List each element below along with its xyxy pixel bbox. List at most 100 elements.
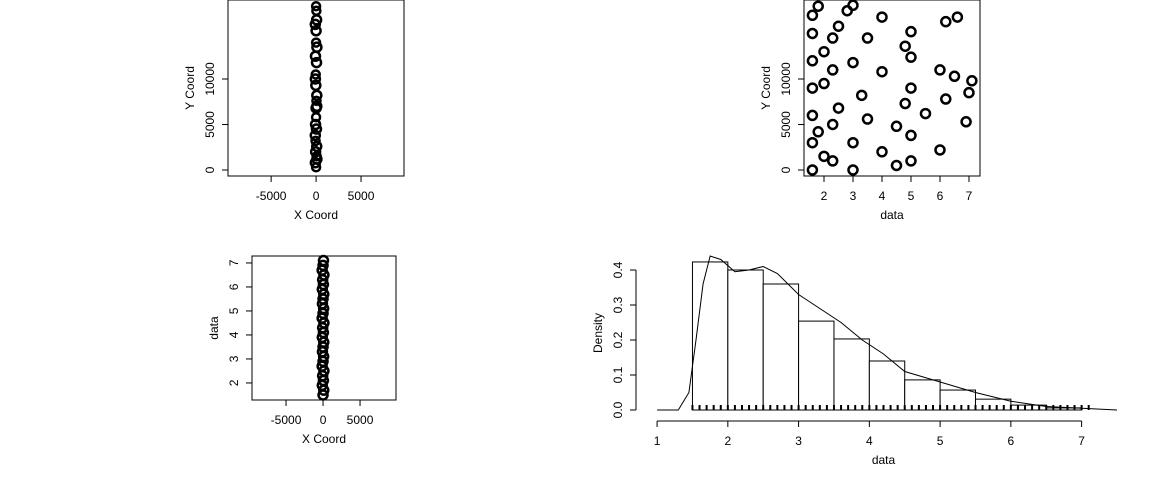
point [905,51,917,63]
x-axis-label: X Coord [302,432,346,446]
point [832,102,845,114]
y-axis-label: Density [591,313,605,353]
x-tick-label: 3 [795,434,802,448]
point [309,73,322,85]
y-tick-label: 5 [227,307,241,314]
x-tick-label: 4 [879,189,886,203]
point [826,118,839,131]
point [940,93,952,105]
point [899,97,911,110]
x-tick-label: 5000 [347,413,374,427]
y-tick-label: 0 [779,166,793,173]
point [310,25,322,37]
point [818,45,830,58]
y-tick-label: 0.4 [611,261,625,278]
point [847,136,859,149]
x-tick-label: 4 [866,434,873,448]
point [832,20,845,32]
point [309,129,322,142]
bar [974,398,1012,411]
y-tick-label: 6 [227,283,241,290]
point [309,118,322,131]
y-tick-label: 0.0 [611,401,625,418]
density-line [657,255,1118,411]
y-tick-label: 5000 [779,111,793,138]
point [806,164,819,176]
x-tick-label: 2 [724,434,731,448]
x-tick-label: 0 [313,189,320,203]
point [812,126,824,138]
point [310,0,322,12]
point [317,259,329,272]
x-tick-label: 5000 [348,189,375,203]
x-tick-label: 5 [908,189,915,203]
point [934,64,946,76]
x-tick-label: 2 [821,189,828,203]
bar [798,320,835,411]
point [310,123,323,135]
point [826,155,839,167]
point [826,32,839,44]
x-axis-label: data [880,208,904,222]
y-tick-label: 10000 [203,62,217,96]
point [310,69,321,80]
point [812,0,824,12]
y-tick-label: 10000 [779,62,793,96]
point [847,164,859,176]
point [963,86,975,99]
point [861,113,874,125]
bar [868,360,906,411]
point [905,82,917,94]
point [818,77,830,90]
point [876,146,888,158]
point [855,89,868,102]
point [905,25,917,38]
point [806,136,819,149]
point [948,70,961,83]
point [806,109,819,122]
y-axis-label: Y Coord [759,66,773,110]
point [876,11,888,23]
point [890,159,903,172]
x-tick-label: 3 [850,189,857,203]
y-tick-label: 7 [227,259,241,266]
point [905,155,917,167]
y-axis-label: data [207,316,221,340]
x-tick-label: 0 [320,413,327,427]
y-tick-label: 0.1 [611,366,625,383]
x-tick-label: 7 [1078,434,1085,448]
point [806,55,819,67]
y-tick-label: 5000 [203,111,217,138]
x-tick-label: 6 [1008,434,1015,448]
point [806,9,819,22]
point [310,135,321,147]
point [966,75,978,87]
bar [691,261,729,411]
bar [833,338,870,411]
point [876,65,888,78]
point [919,107,932,120]
point [847,56,859,69]
x-axis-label: X Coord [294,208,338,222]
point [826,64,839,76]
y-tick-label: 0.2 [611,331,625,348]
point [310,56,323,69]
point [847,0,859,12]
y-axis-label: Y Coord [183,66,197,110]
x-tick-label: 1 [654,434,661,448]
x-tick-label: 7 [966,189,973,203]
point [890,120,903,133]
point [861,32,874,44]
point [309,18,322,31]
point [934,144,946,156]
x-tick-label: -5000 [271,413,302,427]
plot-frame [803,0,981,177]
point [806,27,819,40]
y-tick-label: 3 [227,355,241,362]
point [940,15,952,28]
x-tick-label: 5 [937,434,944,448]
y-tick-label: 0 [203,166,217,173]
point [960,116,972,128]
point [311,89,323,102]
